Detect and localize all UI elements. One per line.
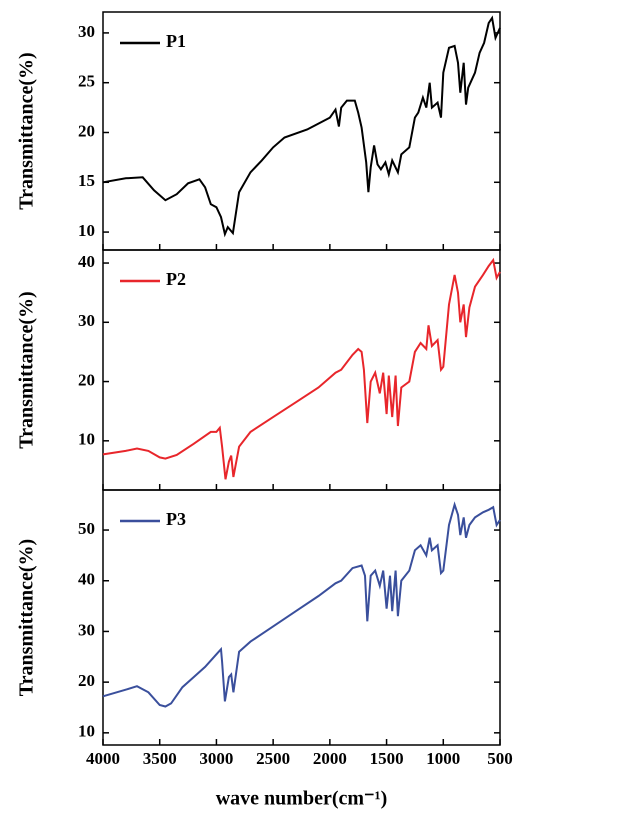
y-tick-label: 50 <box>78 519 95 538</box>
series-line <box>102 15 501 238</box>
y-tick-label: 10 <box>78 722 95 741</box>
y-tick-label: 15 <box>78 171 95 190</box>
x-tick-label: 3000 <box>199 749 233 768</box>
x-axis-label: wave number(cm⁻¹) <box>216 788 388 810</box>
x-tick-label: 1500 <box>370 749 404 768</box>
x-tick-label: 2500 <box>256 749 290 768</box>
y-tick-label: 10 <box>78 430 95 449</box>
y-axis-label: Transmittance(%) <box>16 52 38 209</box>
x-tick-label: 1000 <box>426 749 460 768</box>
y-tick-label: 30 <box>78 311 95 330</box>
legend-label: P3 <box>166 509 186 529</box>
legend-label: P1 <box>166 31 186 51</box>
y-tick-label: 30 <box>78 620 95 639</box>
y-tick-label: 20 <box>78 370 95 389</box>
y-tick-label: 25 <box>78 72 95 91</box>
y-axis-label: Transmittance(%) <box>16 291 38 448</box>
x-tick-label: 2000 <box>313 749 347 768</box>
y-tick-label: 10 <box>78 221 95 240</box>
x-tick-label: 500 <box>487 749 513 768</box>
y-tick-label: 40 <box>78 252 95 271</box>
plot-frame <box>102 489 501 746</box>
y-tick-label: 20 <box>78 671 95 690</box>
legend-label: P2 <box>166 269 186 289</box>
y-tick-label: 40 <box>78 570 95 589</box>
x-tick-label: 3500 <box>143 749 177 768</box>
y-axis-label: Transmittance(%) <box>16 539 38 696</box>
series-line <box>102 257 501 480</box>
series-line <box>102 501 501 708</box>
y-tick-label: 30 <box>78 22 95 41</box>
y-tick-label: 20 <box>78 121 95 140</box>
x-tick-label: 4000 <box>86 749 120 768</box>
